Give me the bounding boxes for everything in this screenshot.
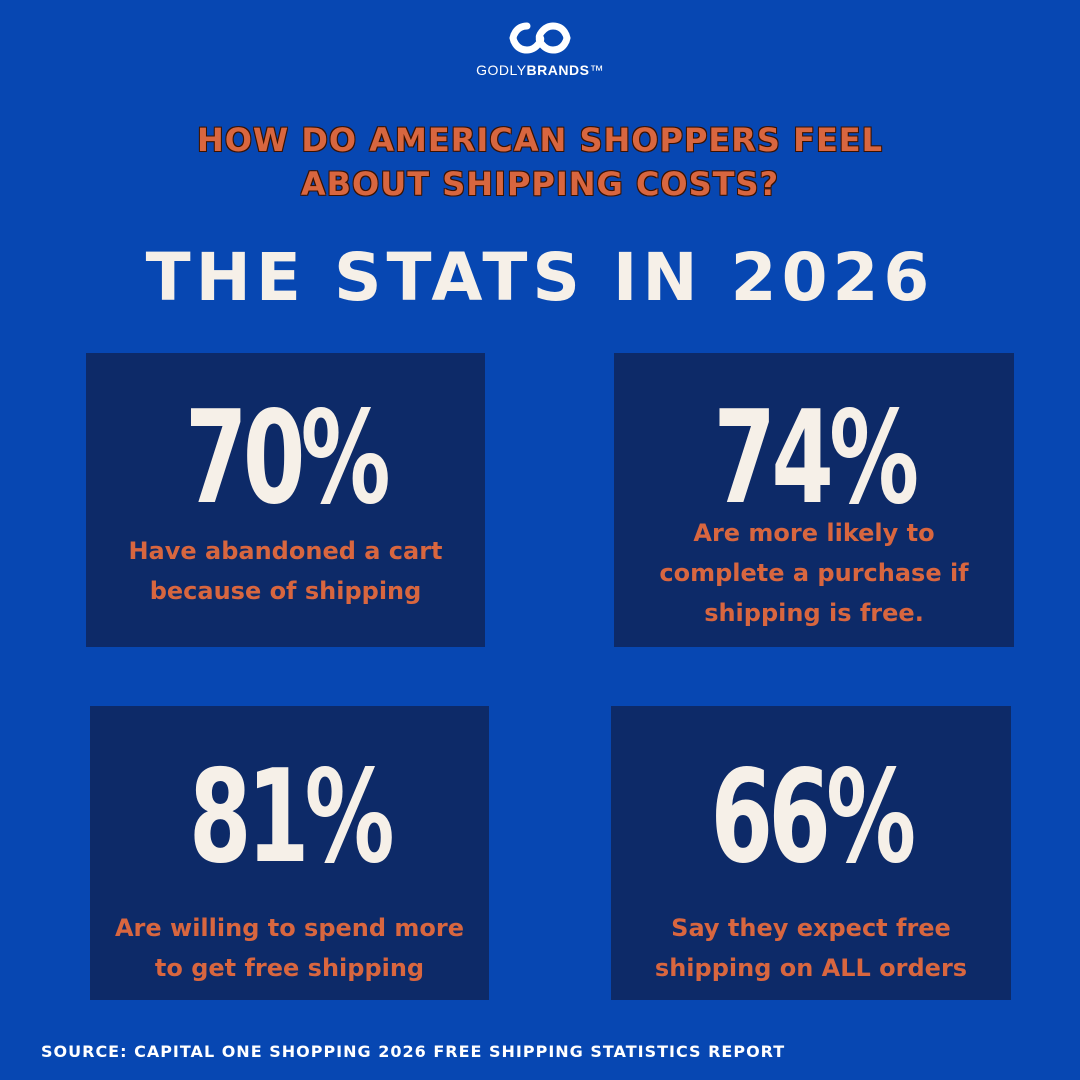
brand-wordmark: GODLYBRANDS™ [0, 62, 1080, 78]
stat-description: Are more likely to complete a purchase i… [614, 513, 1014, 633]
stat-description-line: to get free shipping [154, 954, 425, 982]
question-line-2: ABOUT SHIPPING COSTS? [300, 165, 780, 203]
stat-percent: 70% [185, 384, 391, 533]
stat-description-line: Are willing to spend more [114, 914, 465, 942]
brand-name-part2: BRANDS [526, 62, 590, 78]
stat-description-line: Have abandoned a cart [128, 537, 443, 565]
stat-percent: 66% [710, 743, 917, 892]
stat-description-line: shipping is free. [704, 599, 924, 627]
brand-name-part1: GODLY [476, 62, 527, 78]
stat-card-expect-free-shipping: 66% Say they expect free shipping on ALL… [611, 706, 1011, 1000]
stat-description-line: Say they expect free [671, 914, 951, 942]
stat-description-line: Are more likely to [693, 519, 935, 547]
stat-description-line: shipping on ALL orders [654, 954, 968, 982]
infinity-loop-icon [509, 22, 571, 54]
question-heading: HOW DO AMERICAN SHOPPERS FEEL ABOUT SHIP… [0, 118, 1080, 206]
stat-card-free-shipping-purchase: 74% Are more likely to complete a purcha… [614, 353, 1014, 647]
trademark-symbol: ™ [589, 62, 604, 78]
stat-percent: 81% [189, 743, 395, 892]
question-line-1: HOW DO AMERICAN SHOPPERS FEEL [196, 121, 884, 159]
stat-description: Are willing to spend more to get free sh… [90, 908, 489, 988]
brand-logo: GODLYBRANDS™ [0, 18, 1080, 78]
stat-card-spend-more: 81% Are willing to spend more to get fre… [90, 706, 489, 1000]
stat-percent: 74% [713, 384, 920, 533]
stat-description: Have abandoned a cart because of shippin… [86, 531, 485, 611]
source-citation: SOURCE: CAPITAL ONE SHOPPING 2026 FREE S… [41, 1042, 786, 1061]
stat-description: Say they expect free shipping on ALL ord… [611, 908, 1011, 988]
stat-description-line: because of shipping [149, 577, 422, 605]
stat-card-abandoned-cart: 70% Have abandoned a cart because of shi… [86, 353, 485, 647]
page-title: THE STATS IN 2026 [145, 239, 935, 316]
stat-description-line: complete a purchase if [659, 559, 969, 587]
